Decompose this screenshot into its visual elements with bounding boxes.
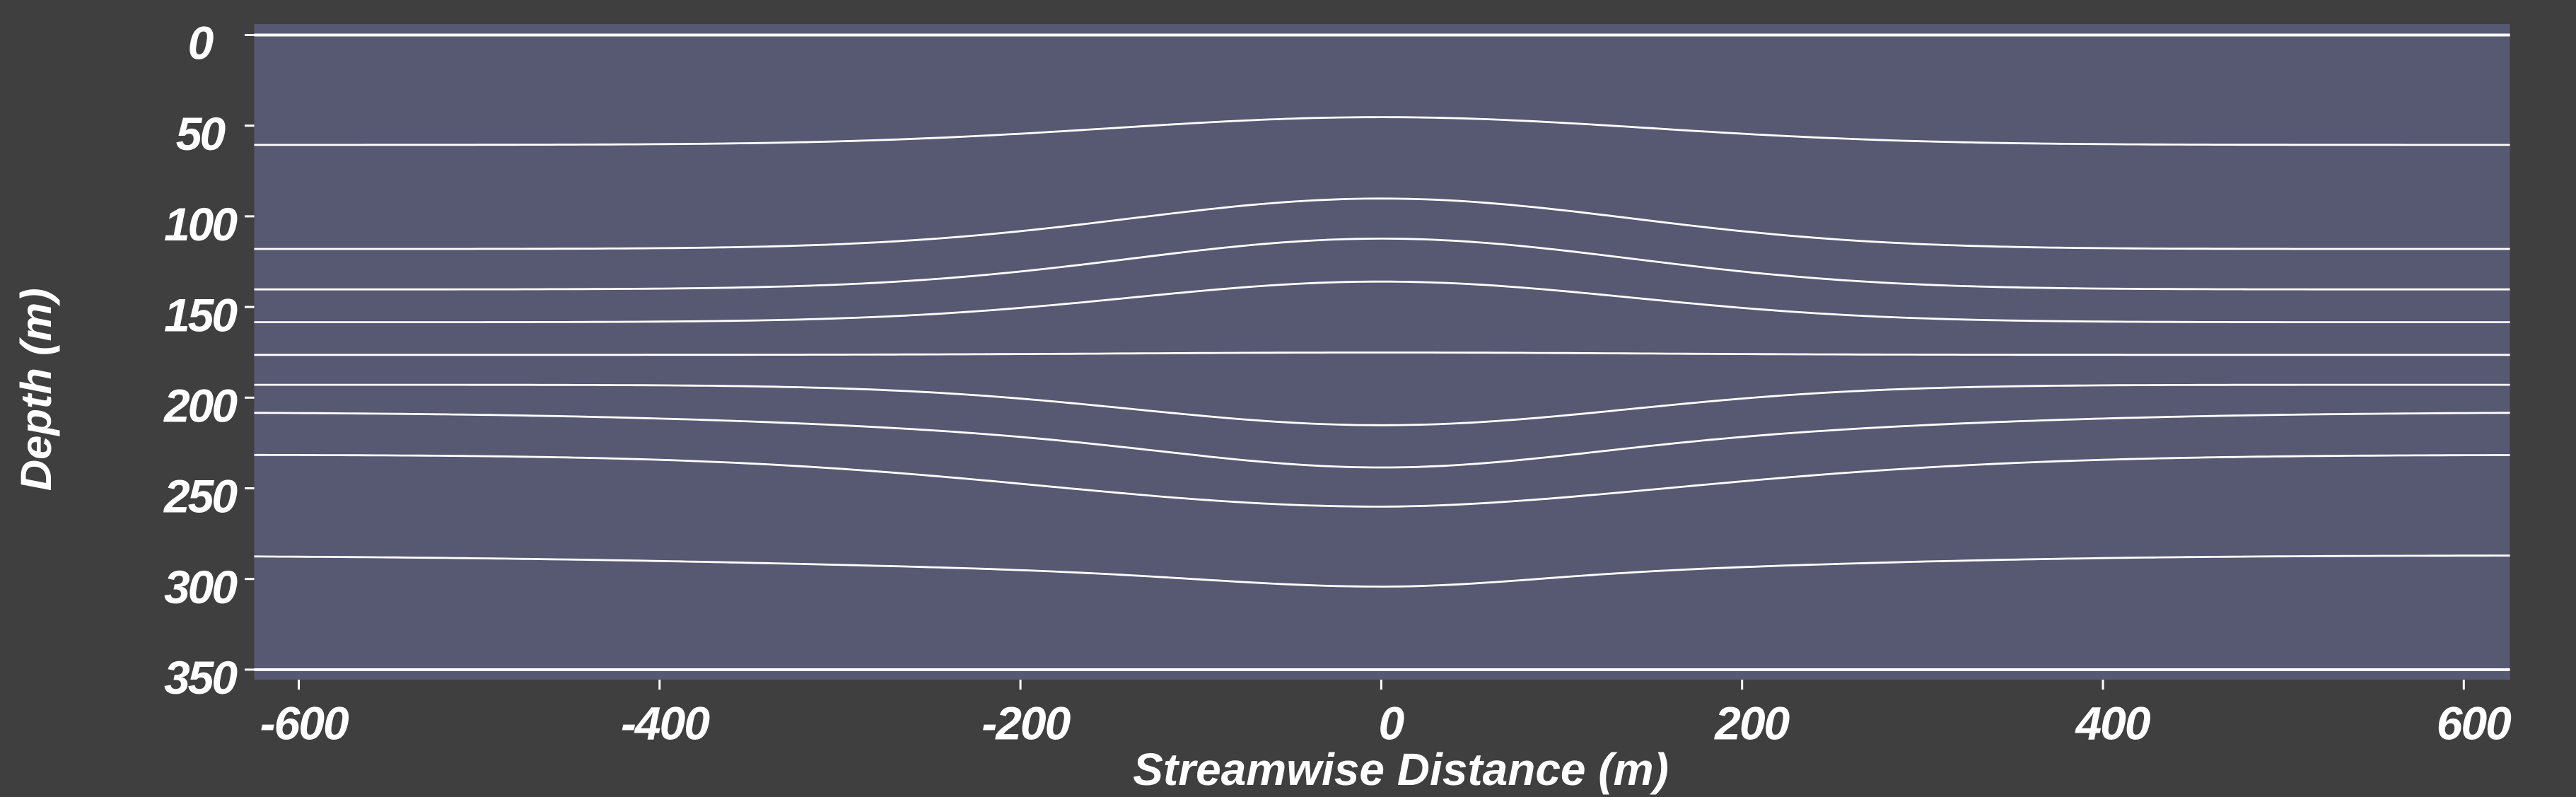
svg-text:350: 350 (164, 651, 238, 704)
svg-text:400: 400 (2074, 697, 2150, 750)
svg-text:600: 600 (2437, 697, 2512, 750)
svg-text:150: 150 (164, 289, 238, 341)
svg-text:300: 300 (164, 561, 238, 613)
svg-text:-200: -200 (981, 697, 1071, 750)
svg-text:250: 250 (163, 470, 238, 523)
svg-text:200: 200 (163, 380, 238, 432)
svg-text:0: 0 (188, 17, 214, 69)
svg-text:-400: -400 (621, 697, 710, 750)
svg-text:200: 200 (1713, 697, 1790, 750)
svg-text:-600: -600 (260, 697, 349, 750)
svg-text:100: 100 (164, 198, 238, 250)
svg-text:Depth (m): Depth (m) (12, 288, 61, 491)
svg-text:50: 50 (176, 107, 226, 160)
svg-text:Streamwise Distance (m): Streamwise Distance (m) (1133, 744, 1669, 795)
svg-text:0: 0 (1379, 697, 1405, 750)
